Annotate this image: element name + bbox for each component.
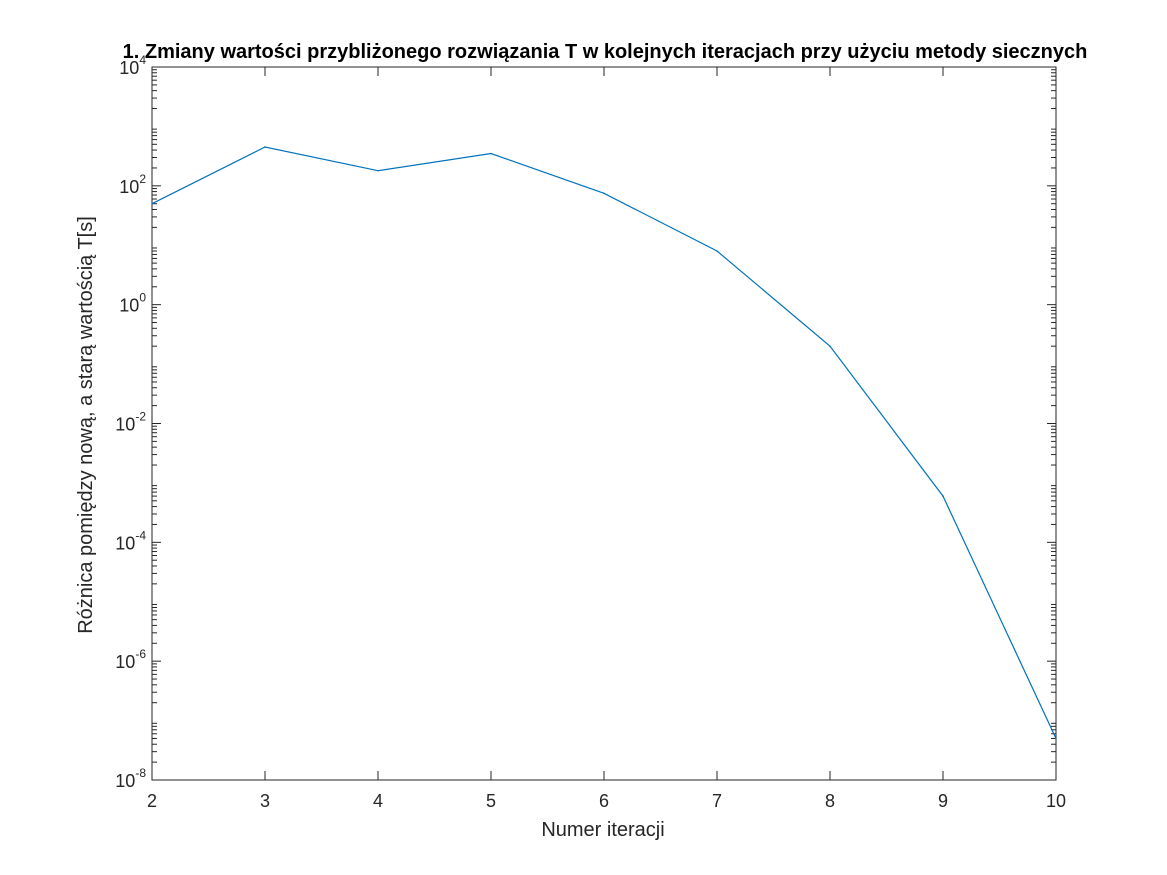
x-tick-label: 7: [712, 791, 722, 811]
y-tick-exponent: -2: [135, 410, 146, 424]
data-point: [1055, 737, 1057, 740]
y-tick-base: 10: [115, 415, 135, 435]
data-point: [377, 169, 379, 172]
data-point: [716, 250, 718, 252]
y-tick-exponent: 0: [139, 291, 146, 305]
y-tick-label: 10-8: [115, 766, 146, 791]
y-tick-base: 10: [115, 533, 135, 553]
y-tick-label: 10-4: [115, 528, 146, 553]
y-tick-exponent: 4: [139, 53, 146, 67]
y-tick-label: 100: [119, 291, 146, 316]
y-tick-label: 10-6: [115, 647, 146, 672]
x-tick-label: 6: [599, 791, 609, 811]
y-tick-base: 10: [119, 296, 139, 316]
y-tick-label: 10-2: [115, 410, 146, 435]
y-axis-label: Różnica pomiędzy nową, a starą wartością…: [75, 216, 97, 634]
y-tick-exponent: -8: [135, 766, 146, 780]
y-tick-base: 10: [115, 652, 135, 672]
x-tick-label: 10: [1046, 791, 1066, 811]
chart-title: 1. Zmiany wartości przybliżonego rozwiąz…: [123, 41, 1088, 63]
x-tick-label: 9: [938, 791, 948, 811]
y-tick-label: 102: [119, 172, 146, 197]
data-point: [942, 495, 944, 497]
x-tick-label: 2: [147, 791, 157, 811]
plot-box: [151, 66, 1057, 781]
data-point: [490, 152, 492, 155]
y-tick-exponent: -4: [135, 528, 146, 542]
y-tick-exponent: -6: [135, 647, 146, 661]
y-tick-label: 104: [119, 53, 146, 78]
x-tick-label: 5: [486, 791, 496, 811]
y-tick-base: 10: [119, 58, 139, 78]
data-point: [151, 202, 153, 205]
data-point: [829, 345, 831, 347]
x-tick-label: 4: [373, 791, 383, 811]
series-line: [151, 146, 1057, 739]
x-axis-label: Numer iteracji: [541, 819, 664, 841]
x-tick-label: 8: [825, 791, 835, 811]
y-tick-base: 10: [115, 771, 135, 791]
y-tick-base: 10: [119, 177, 139, 197]
data-point: [603, 192, 605, 195]
data-point: [264, 146, 266, 148]
x-tick-label: 3: [260, 791, 270, 811]
y-tick-exponent: 2: [139, 172, 146, 186]
